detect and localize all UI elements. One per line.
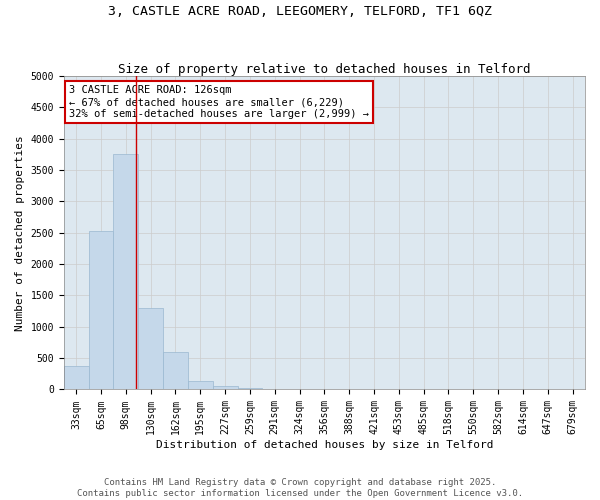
Bar bbox=[188, 382, 212, 390]
Bar bbox=[64, 366, 89, 390]
Bar bbox=[113, 154, 138, 390]
Text: 3, CASTLE ACRE ROAD, LEEGOMERY, TELFORD, TF1 6QZ: 3, CASTLE ACRE ROAD, LEEGOMERY, TELFORD,… bbox=[108, 5, 492, 18]
Bar bbox=[163, 352, 188, 390]
Y-axis label: Number of detached properties: Number of detached properties bbox=[15, 135, 25, 330]
Bar bbox=[262, 389, 287, 390]
Bar bbox=[89, 231, 113, 390]
Bar bbox=[238, 388, 262, 390]
Text: 3 CASTLE ACRE ROAD: 126sqm
← 67% of detached houses are smaller (6,229)
32% of s: 3 CASTLE ACRE ROAD: 126sqm ← 67% of deta… bbox=[69, 86, 369, 118]
Bar bbox=[138, 308, 163, 390]
X-axis label: Distribution of detached houses by size in Telford: Distribution of detached houses by size … bbox=[155, 440, 493, 450]
Bar bbox=[212, 386, 238, 390]
Title: Size of property relative to detached houses in Telford: Size of property relative to detached ho… bbox=[118, 63, 530, 76]
Text: Contains HM Land Registry data © Crown copyright and database right 2025.
Contai: Contains HM Land Registry data © Crown c… bbox=[77, 478, 523, 498]
